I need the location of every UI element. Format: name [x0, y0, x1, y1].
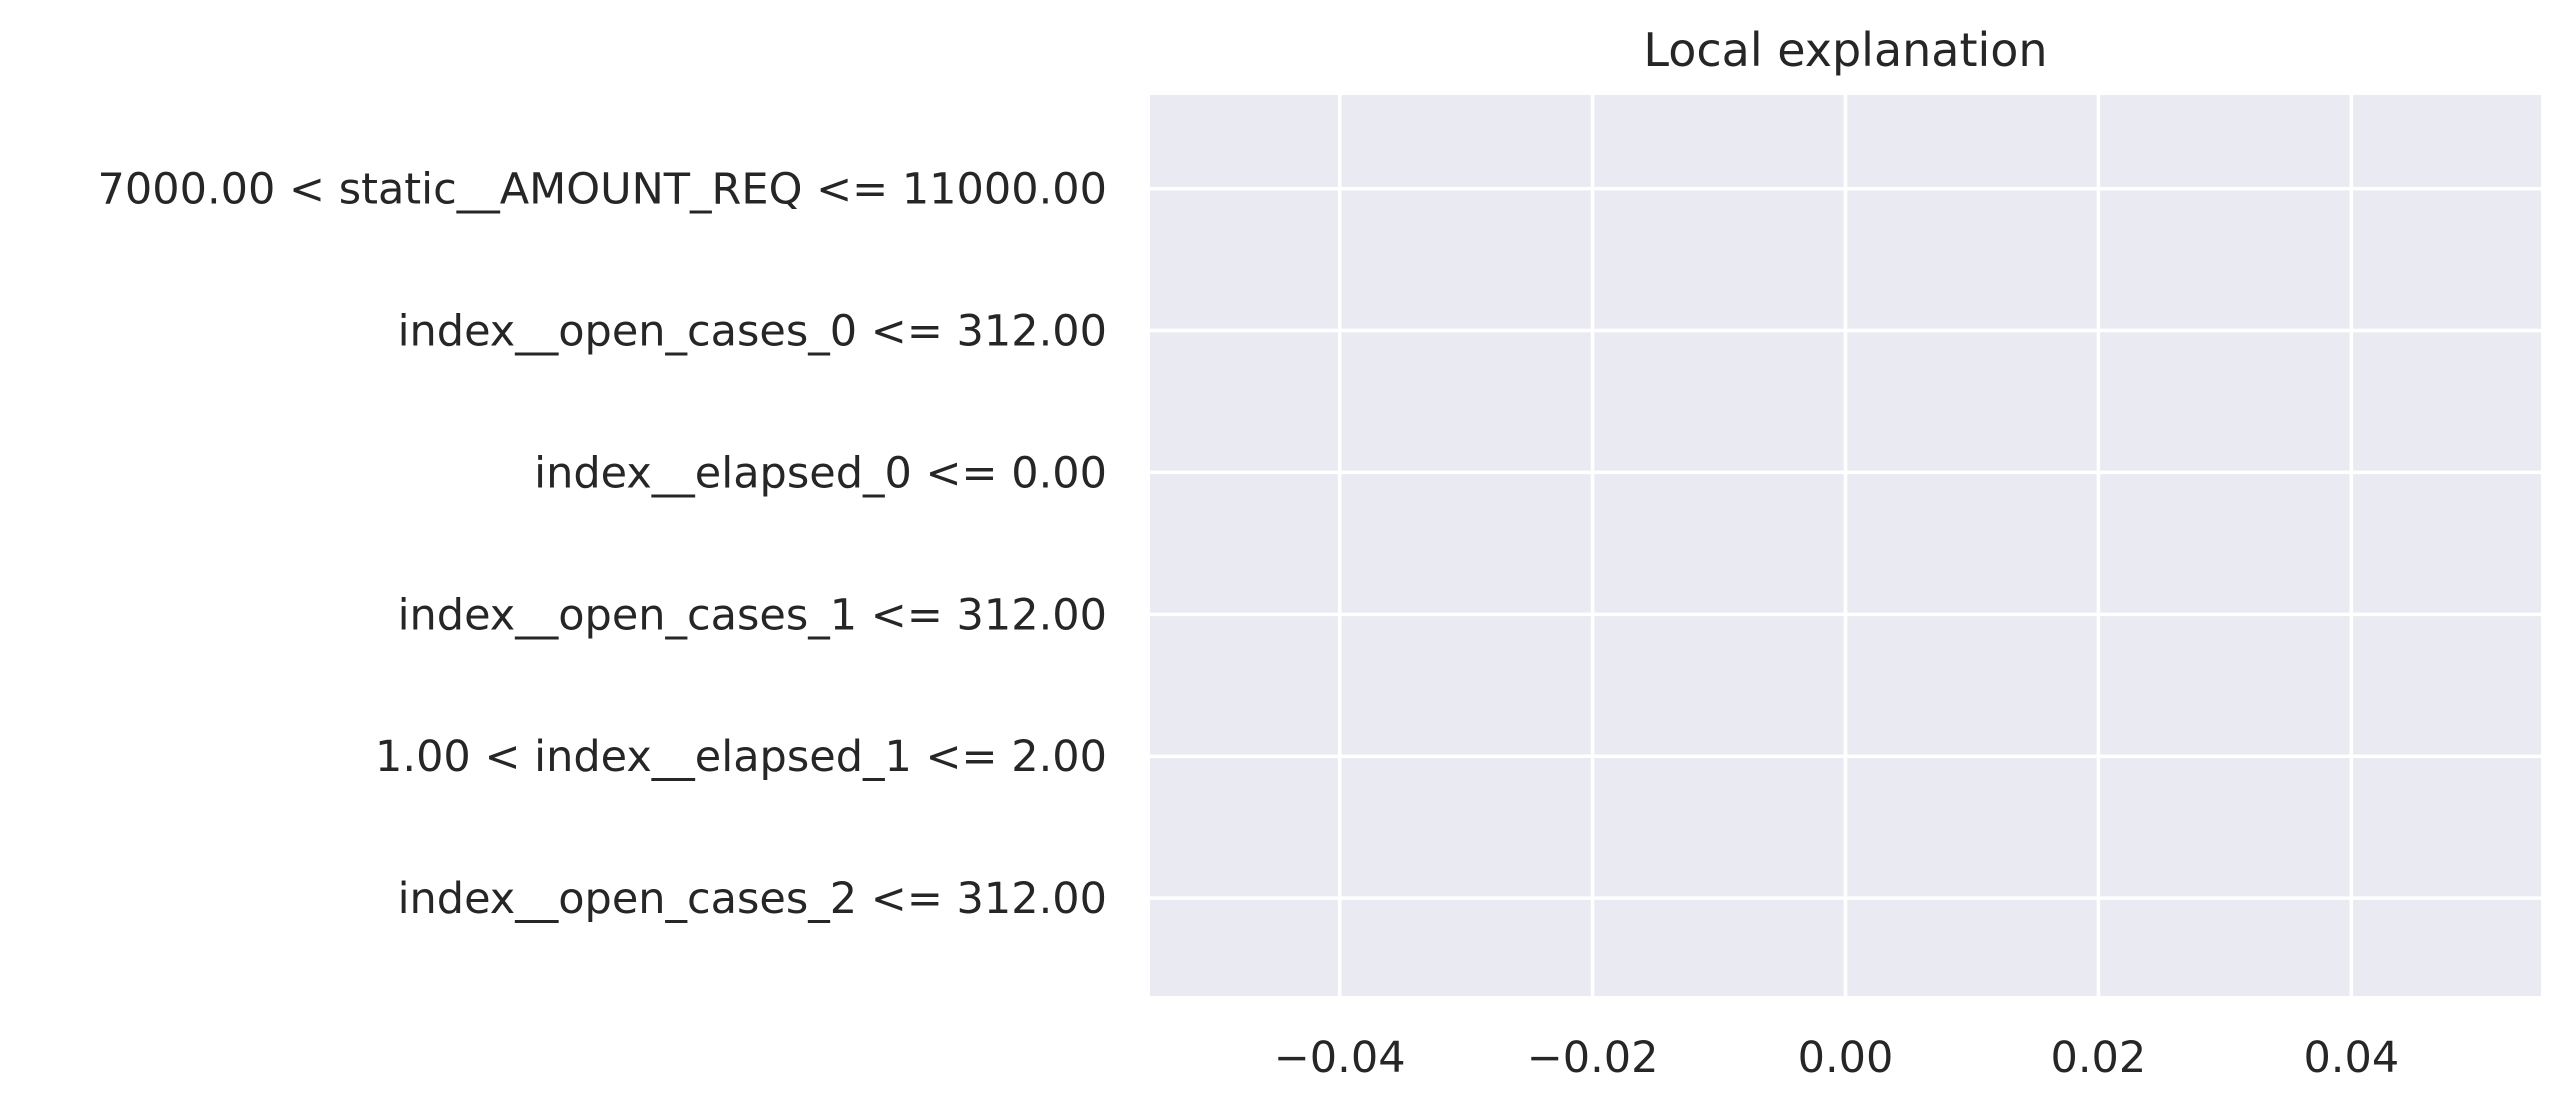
x-tick-label: −0.02 — [1527, 1033, 1659, 1083]
y-tick-label: index__open_cases_1 <= 312.00 — [398, 590, 1107, 640]
y-tick-label: 1.00 < index__elapsed_1 <= 2.00 — [375, 732, 1107, 782]
y-gridlines — [1150, 186, 2541, 900]
y-tick-label: index__open_cases_2 <= 312.00 — [398, 874, 1107, 924]
chart-title: Local explanation — [1643, 23, 2047, 77]
y-tick-labels: 7000.00 < static__AMOUNT_REQ <= 11000.00… — [98, 165, 1107, 924]
x-tick-label: −0.04 — [1274, 1033, 1406, 1083]
x-tick-label: 0.02 — [2051, 1033, 2147, 1083]
x-tick-label: 0.04 — [2303, 1033, 2399, 1083]
y-tick-label: 7000.00 < static__AMOUNT_REQ <= 11000.00 — [98, 165, 1107, 215]
x-tick-labels: −0.04 −0.02 0.00 0.02 0.04 — [1274, 1033, 2399, 1083]
y-tick-label: index__open_cases_0 <= 312.00 — [398, 307, 1107, 357]
x-gridlines — [1337, 95, 2354, 996]
x-tick-label: 0.00 — [1798, 1033, 1894, 1083]
y-tick-label: index__elapsed_0 <= 0.00 — [534, 448, 1107, 498]
